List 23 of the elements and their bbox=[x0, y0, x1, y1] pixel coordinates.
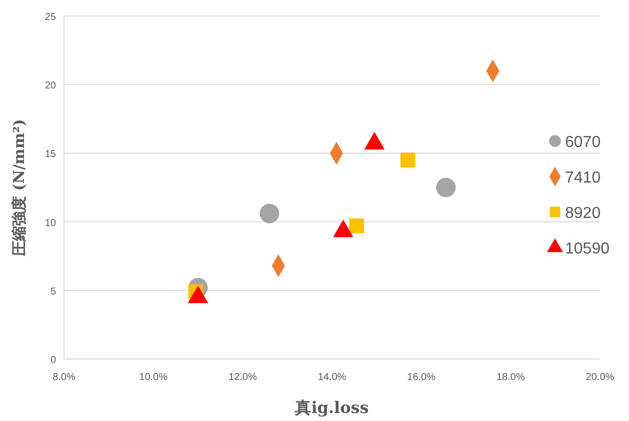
x-tick-label: 8.0% bbox=[52, 372, 76, 383]
x-tick-label: 20.0% bbox=[586, 372, 614, 383]
legend-label: 10590 bbox=[565, 240, 610, 258]
x-tick-label: 12.0% bbox=[228, 372, 257, 383]
legend-label: 6070 bbox=[565, 134, 601, 151]
x-tick-label: 10.0% bbox=[139, 372, 168, 383]
y-tick-label: 10 bbox=[44, 218, 56, 229]
y-tick-label: 25 bbox=[44, 12, 56, 23]
x-tick-label: 16.0% bbox=[407, 372, 436, 383]
x-axis-title: 真ig.loss bbox=[294, 398, 369, 417]
x-tick-label: 14.0% bbox=[318, 372, 346, 383]
y-tick-label: 15 bbox=[44, 149, 56, 160]
point bbox=[260, 204, 280, 224]
y-tick-label: 5 bbox=[50, 286, 56, 298]
legend-label: 7410 bbox=[565, 170, 601, 186]
point bbox=[436, 178, 456, 198]
legend-label: 8920 bbox=[565, 205, 601, 222]
y-tick-label: 20 bbox=[44, 80, 56, 92]
point bbox=[349, 218, 364, 234]
point bbox=[400, 152, 416, 168]
x-tick-label: 18.0% bbox=[496, 372, 525, 383]
y-axis-title: 圧縮強度 (N/mm²) bbox=[10, 119, 28, 257]
y-tick-label: 0 bbox=[50, 355, 56, 366]
